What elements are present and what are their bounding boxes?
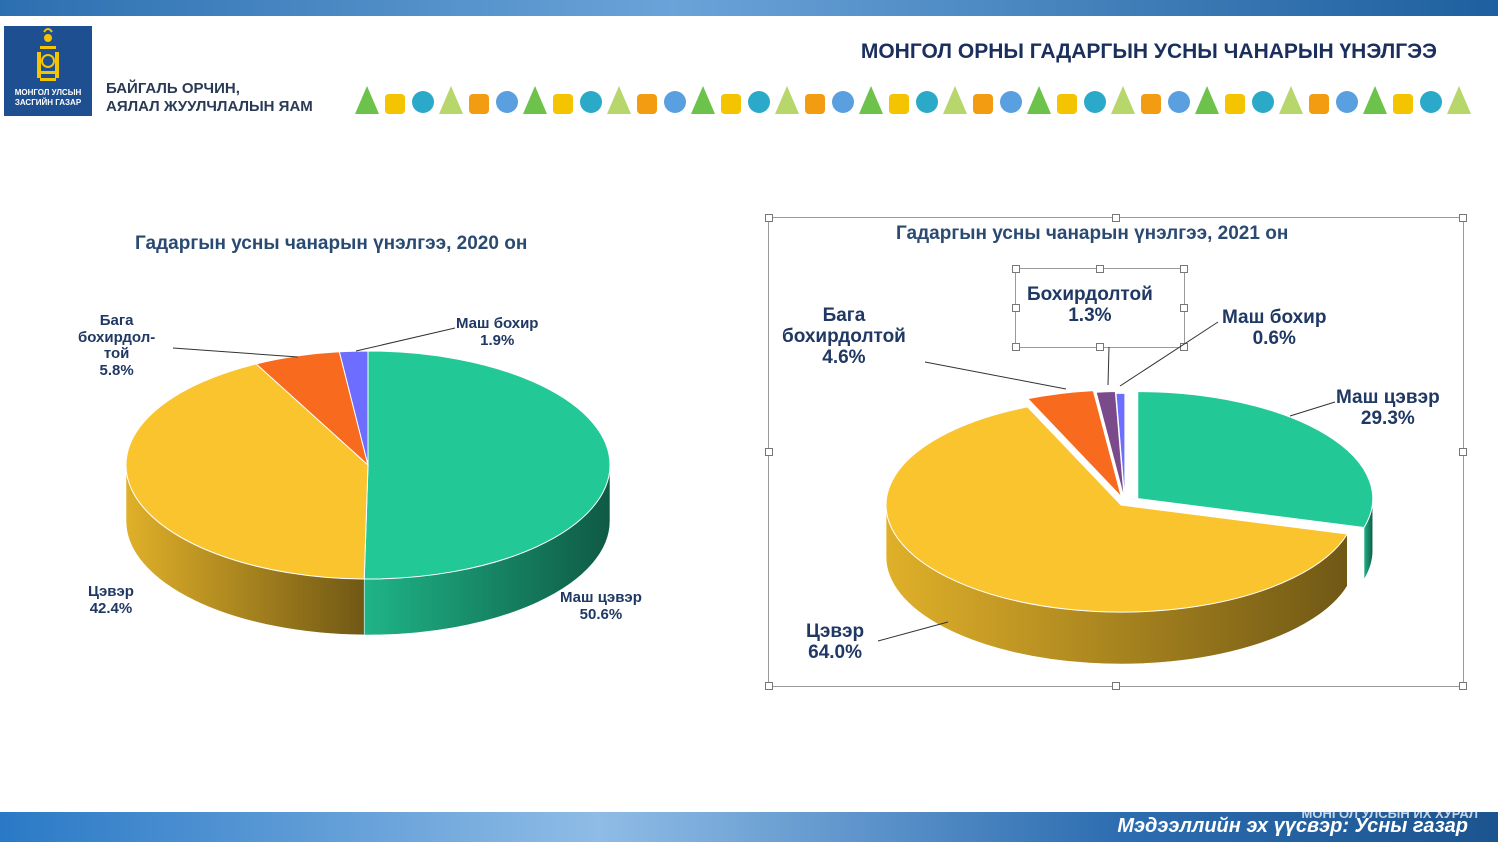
leader-line (1119, 321, 1219, 387)
pie-slice (363, 350, 611, 580)
data-label: Маш цэвэр 29.3% (1336, 387, 1440, 430)
resize-handle[interactable] (1096, 343, 1104, 351)
resize-handle[interactable] (1012, 304, 1020, 312)
data-label-value: 64.0% (808, 641, 863, 663)
leader-line (877, 621, 949, 642)
data-label-name: Маш цэвэр (560, 589, 642, 606)
resize-handle[interactable] (1112, 682, 1120, 690)
data-source: Мэдээллийн эх үүсвэр: Усны газар (1117, 815, 1468, 837)
data-label: Цэвэр 64.0% (806, 621, 865, 664)
leader-line (1289, 401, 1336, 417)
data-label-value: 1.3% (1068, 304, 1112, 326)
pie-slice (125, 363, 369, 580)
bottom-bar (0, 812, 1498, 842)
pie-slice (885, 406, 1349, 613)
pie-slice (1026, 390, 1122, 498)
leader-line (172, 347, 299, 358)
ministry-line-1: БАЙГАЛЬ ОРЧИН, (106, 80, 240, 97)
resize-handle[interactable] (1459, 214, 1467, 222)
pie-slice (338, 350, 369, 466)
data-label-value: 5.8% (99, 361, 134, 379)
data-label: Бага бохирдолтой 4.6% (782, 305, 906, 369)
page-title: МОНГОЛ ОРНЫ ГАДАРГЫН УСНЫ ЧАНАРЫН ҮНЭЛГЭ… (860, 40, 1437, 63)
soyombo-icon (37, 28, 59, 81)
pie-slice (1095, 391, 1125, 499)
resize-handle[interactable] (1459, 682, 1467, 690)
data-label-name: Цэвэр (88, 583, 134, 600)
data-label-value: 42.4% (89, 599, 133, 617)
resize-handle[interactable] (1180, 304, 1188, 312)
chart-2021-title: Гадаргын усны чанарын үнэлгээ, 2021 он (896, 223, 1289, 244)
data-label-value: 4.6% (822, 346, 866, 368)
leader-line (924, 361, 1067, 390)
data-label-value: 1.9% (480, 331, 515, 349)
data-label-name: Цэвэр (806, 621, 865, 642)
logo-text-line-2: ЗАСГИЙН ГАЗАР (14, 98, 82, 107)
resize-handle[interactable] (1012, 265, 1020, 273)
government-logo: МОНГОЛ УЛСЫН ЗАСГИЙН ГАЗАР (4, 26, 92, 116)
ministry-name: БАЙГАЛЬ ОРЧИН, АЯЛАЛ ЖУУЛЧЛАЛЫН ЯАМ (106, 80, 313, 116)
pie-slice (1115, 392, 1126, 501)
data-label: Маш бохир 1.9% (456, 315, 539, 349)
resize-handle[interactable] (1096, 265, 1104, 273)
leader-line (355, 327, 456, 352)
ornament-banner (355, 86, 1471, 114)
watermark: МОНГОЛ УЛСЫН ИХ ХУРАЛ (1301, 806, 1478, 821)
data-label-name: Бага (99, 312, 134, 329)
data-label-name: Маш цэвэр (1336, 387, 1440, 408)
data-label: Маш цэвэр 50.6% (560, 589, 642, 623)
data-label-name: Маш бохир (1222, 307, 1327, 328)
resize-handle[interactable] (1112, 214, 1120, 222)
top-bar (0, 0, 1498, 16)
data-label: Маш бохир 0.6% (1222, 307, 1327, 350)
resize-handle[interactable] (1459, 448, 1467, 456)
logo-text-line-1: МОНГОЛ УЛСЫН (14, 88, 82, 97)
data-label-name: бохирдол- (78, 328, 156, 346)
leader-line (1107, 346, 1110, 386)
data-label: Цэвэр 42.4% (88, 583, 134, 617)
resize-handle[interactable] (765, 448, 773, 456)
ministry-line-2: АЯЛАЛ ЖУУЛЧЛАЛЫН ЯАМ (106, 98, 313, 115)
pie-slice (1137, 391, 1374, 529)
data-label: Бохирдолтой 1.3% (1027, 284, 1153, 327)
data-label-value: 0.6% (1252, 327, 1296, 349)
data-label-name: Бага (822, 305, 866, 326)
data-label-name: той (103, 345, 130, 362)
resize-handle[interactable] (765, 682, 773, 690)
data-label-value: 50.6% (579, 605, 623, 623)
data-label-value: 29.3% (1360, 407, 1415, 429)
data-label-name: бохирдолтой (782, 325, 906, 347)
resize-handle[interactable] (1180, 265, 1188, 273)
resize-handle[interactable] (765, 214, 773, 222)
data-label: Бага бохирдол-той 5.8% (78, 312, 156, 379)
resize-handle[interactable] (1012, 343, 1020, 351)
data-label-name: Бохирдолтой (1027, 284, 1153, 305)
data-label-name: Маш бохир (456, 315, 539, 332)
chart-2020-title: Гадаргын усны чанарын үнэлгээ, 2020 он (135, 233, 528, 254)
